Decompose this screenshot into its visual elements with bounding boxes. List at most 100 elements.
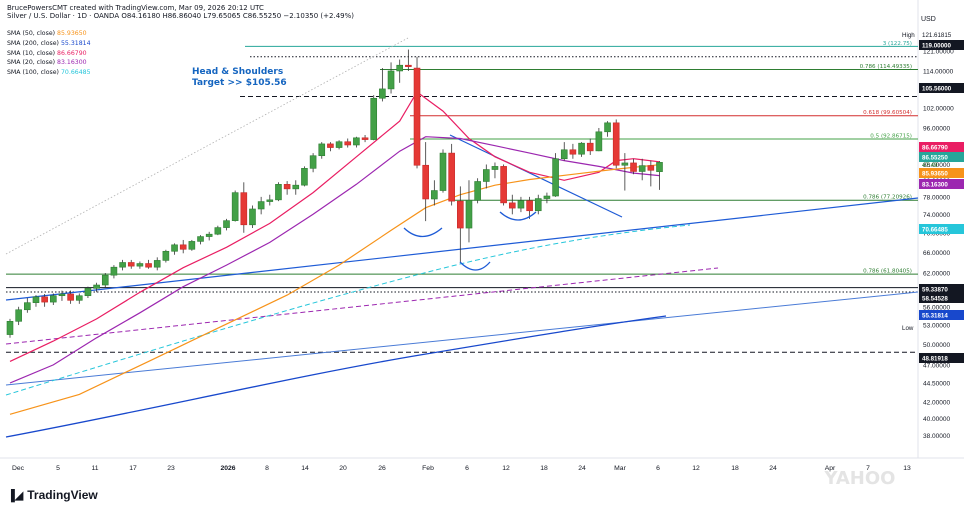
candle-body (465, 199, 473, 229)
tradingview-logo-text: TradingView (27, 488, 98, 502)
price-tag (919, 152, 964, 162)
fib-level-label: 0.618 (99.60504) (863, 110, 912, 116)
high-label: High (902, 32, 915, 39)
candle-body (612, 122, 620, 166)
moving-average-line (9, 136, 660, 384)
trendline-descending (449, 134, 623, 218)
high-value: 121.61815 (922, 32, 952, 39)
price-tag (919, 168, 964, 178)
price-tag (919, 83, 964, 93)
candle-body (491, 166, 499, 170)
trendline-upper (5, 197, 919, 301)
x-tick-label: 2026 (220, 465, 235, 472)
candle-body (223, 220, 230, 228)
head-arc (459, 261, 491, 271)
x-tick-label: 14 (301, 465, 309, 472)
price-tag-label: 105.56000 (922, 86, 952, 93)
y-tick-label: 38.00000 (923, 433, 950, 440)
y-tick-label: 121.00000 (923, 49, 954, 56)
candle-body (145, 263, 152, 268)
trendline-dotted-grey (5, 37, 409, 255)
y-tick-label: 62.00000 (923, 271, 950, 278)
candle-body (353, 137, 360, 146)
x-tick-label: 11 (91, 465, 98, 472)
candle-body (387, 70, 395, 90)
price-tag (919, 293, 964, 303)
x-tick-label: 18 (540, 465, 548, 472)
candle-body (482, 169, 490, 182)
x-tick-label: 6 (656, 465, 660, 472)
candle-body (595, 131, 603, 152)
candle-body (188, 241, 196, 250)
price-tag (919, 224, 964, 234)
candle-body (630, 162, 637, 172)
candle-body (15, 309, 22, 322)
candle-body (6, 321, 14, 335)
trendline-middle (5, 291, 919, 386)
x-tick-label: 5 (56, 465, 60, 472)
moving-average-line (9, 91, 660, 362)
candle-body (153, 260, 161, 268)
candle-body (257, 201, 265, 210)
price-tag-label: 58.54528 (922, 296, 948, 303)
y-tick-label: 56.00000 (923, 304, 950, 311)
fib-level-label: 3 (122.75) (883, 41, 912, 47)
candle-body (344, 141, 352, 146)
candle-body (405, 64, 412, 67)
price-tag-label: 83.16300 (922, 182, 948, 189)
y-tick-label: 42.00000 (923, 400, 950, 407)
candle-body (110, 266, 118, 276)
candle-body (127, 262, 135, 267)
moving-average-line (9, 164, 660, 415)
candle-body (67, 293, 74, 301)
candle-body (500, 166, 507, 204)
candle-body (560, 149, 568, 160)
candle-body (638, 165, 646, 172)
sma200-line (5, 315, 667, 438)
candle-body (517, 200, 525, 209)
candle-body (49, 295, 57, 303)
currency-label[interactable]: USD (921, 16, 936, 23)
sma100-line (5, 224, 691, 396)
candle-body (656, 162, 663, 172)
candle-body (413, 67, 421, 166)
x-tick-label: 24 (578, 465, 586, 472)
indicator-legend: SMA (50, close) 85.93650 SMA (200, close)… (7, 29, 91, 78)
candle-body (292, 184, 300, 190)
low-label: Low (902, 325, 914, 332)
candle-body (309, 155, 317, 169)
candle-body (586, 142, 594, 152)
candle-body (171, 244, 178, 252)
candle-body (240, 192, 248, 226)
tradingview-logo-icon: ▐◢ (7, 489, 24, 502)
y-tick-label: 53.00000 (923, 323, 950, 330)
price-tag-label: 86.66790 (922, 145, 948, 152)
price-tag-label: 55.31814 (922, 313, 948, 320)
candle-body (578, 142, 585, 155)
y-tick-label: 74.00000 (923, 212, 950, 219)
x-tick-label: 7 (866, 465, 870, 472)
candle-body (474, 181, 481, 201)
candle-body (439, 152, 447, 191)
tradingview-logo: ▐◢ TradingView (7, 488, 98, 502)
y-tick-label: 66.00000 (923, 250, 950, 257)
fib-level-label: 0.786 (61.80405) (863, 269, 912, 275)
x-tick-label: Apr (825, 465, 836, 472)
x-tick-label: 26 (378, 465, 386, 472)
candle-body (508, 202, 516, 209)
price-tag-label: 59.33870 (922, 287, 948, 294)
candle-body (379, 88, 386, 99)
candle-body (422, 164, 429, 200)
candle-body (101, 274, 109, 286)
y-tick-label: 47.00000 (923, 362, 950, 369)
candle-body (249, 208, 256, 226)
y-tick-label: 114.00000 (923, 68, 954, 75)
price-tag (919, 142, 964, 152)
pattern-target: Target >> $105.56 (192, 78, 287, 88)
price-tag (919, 40, 964, 50)
y-tick-label: 44.50000 (923, 381, 950, 388)
candle-body (534, 198, 542, 212)
candle-body (335, 141, 343, 148)
candle-body (41, 296, 48, 303)
